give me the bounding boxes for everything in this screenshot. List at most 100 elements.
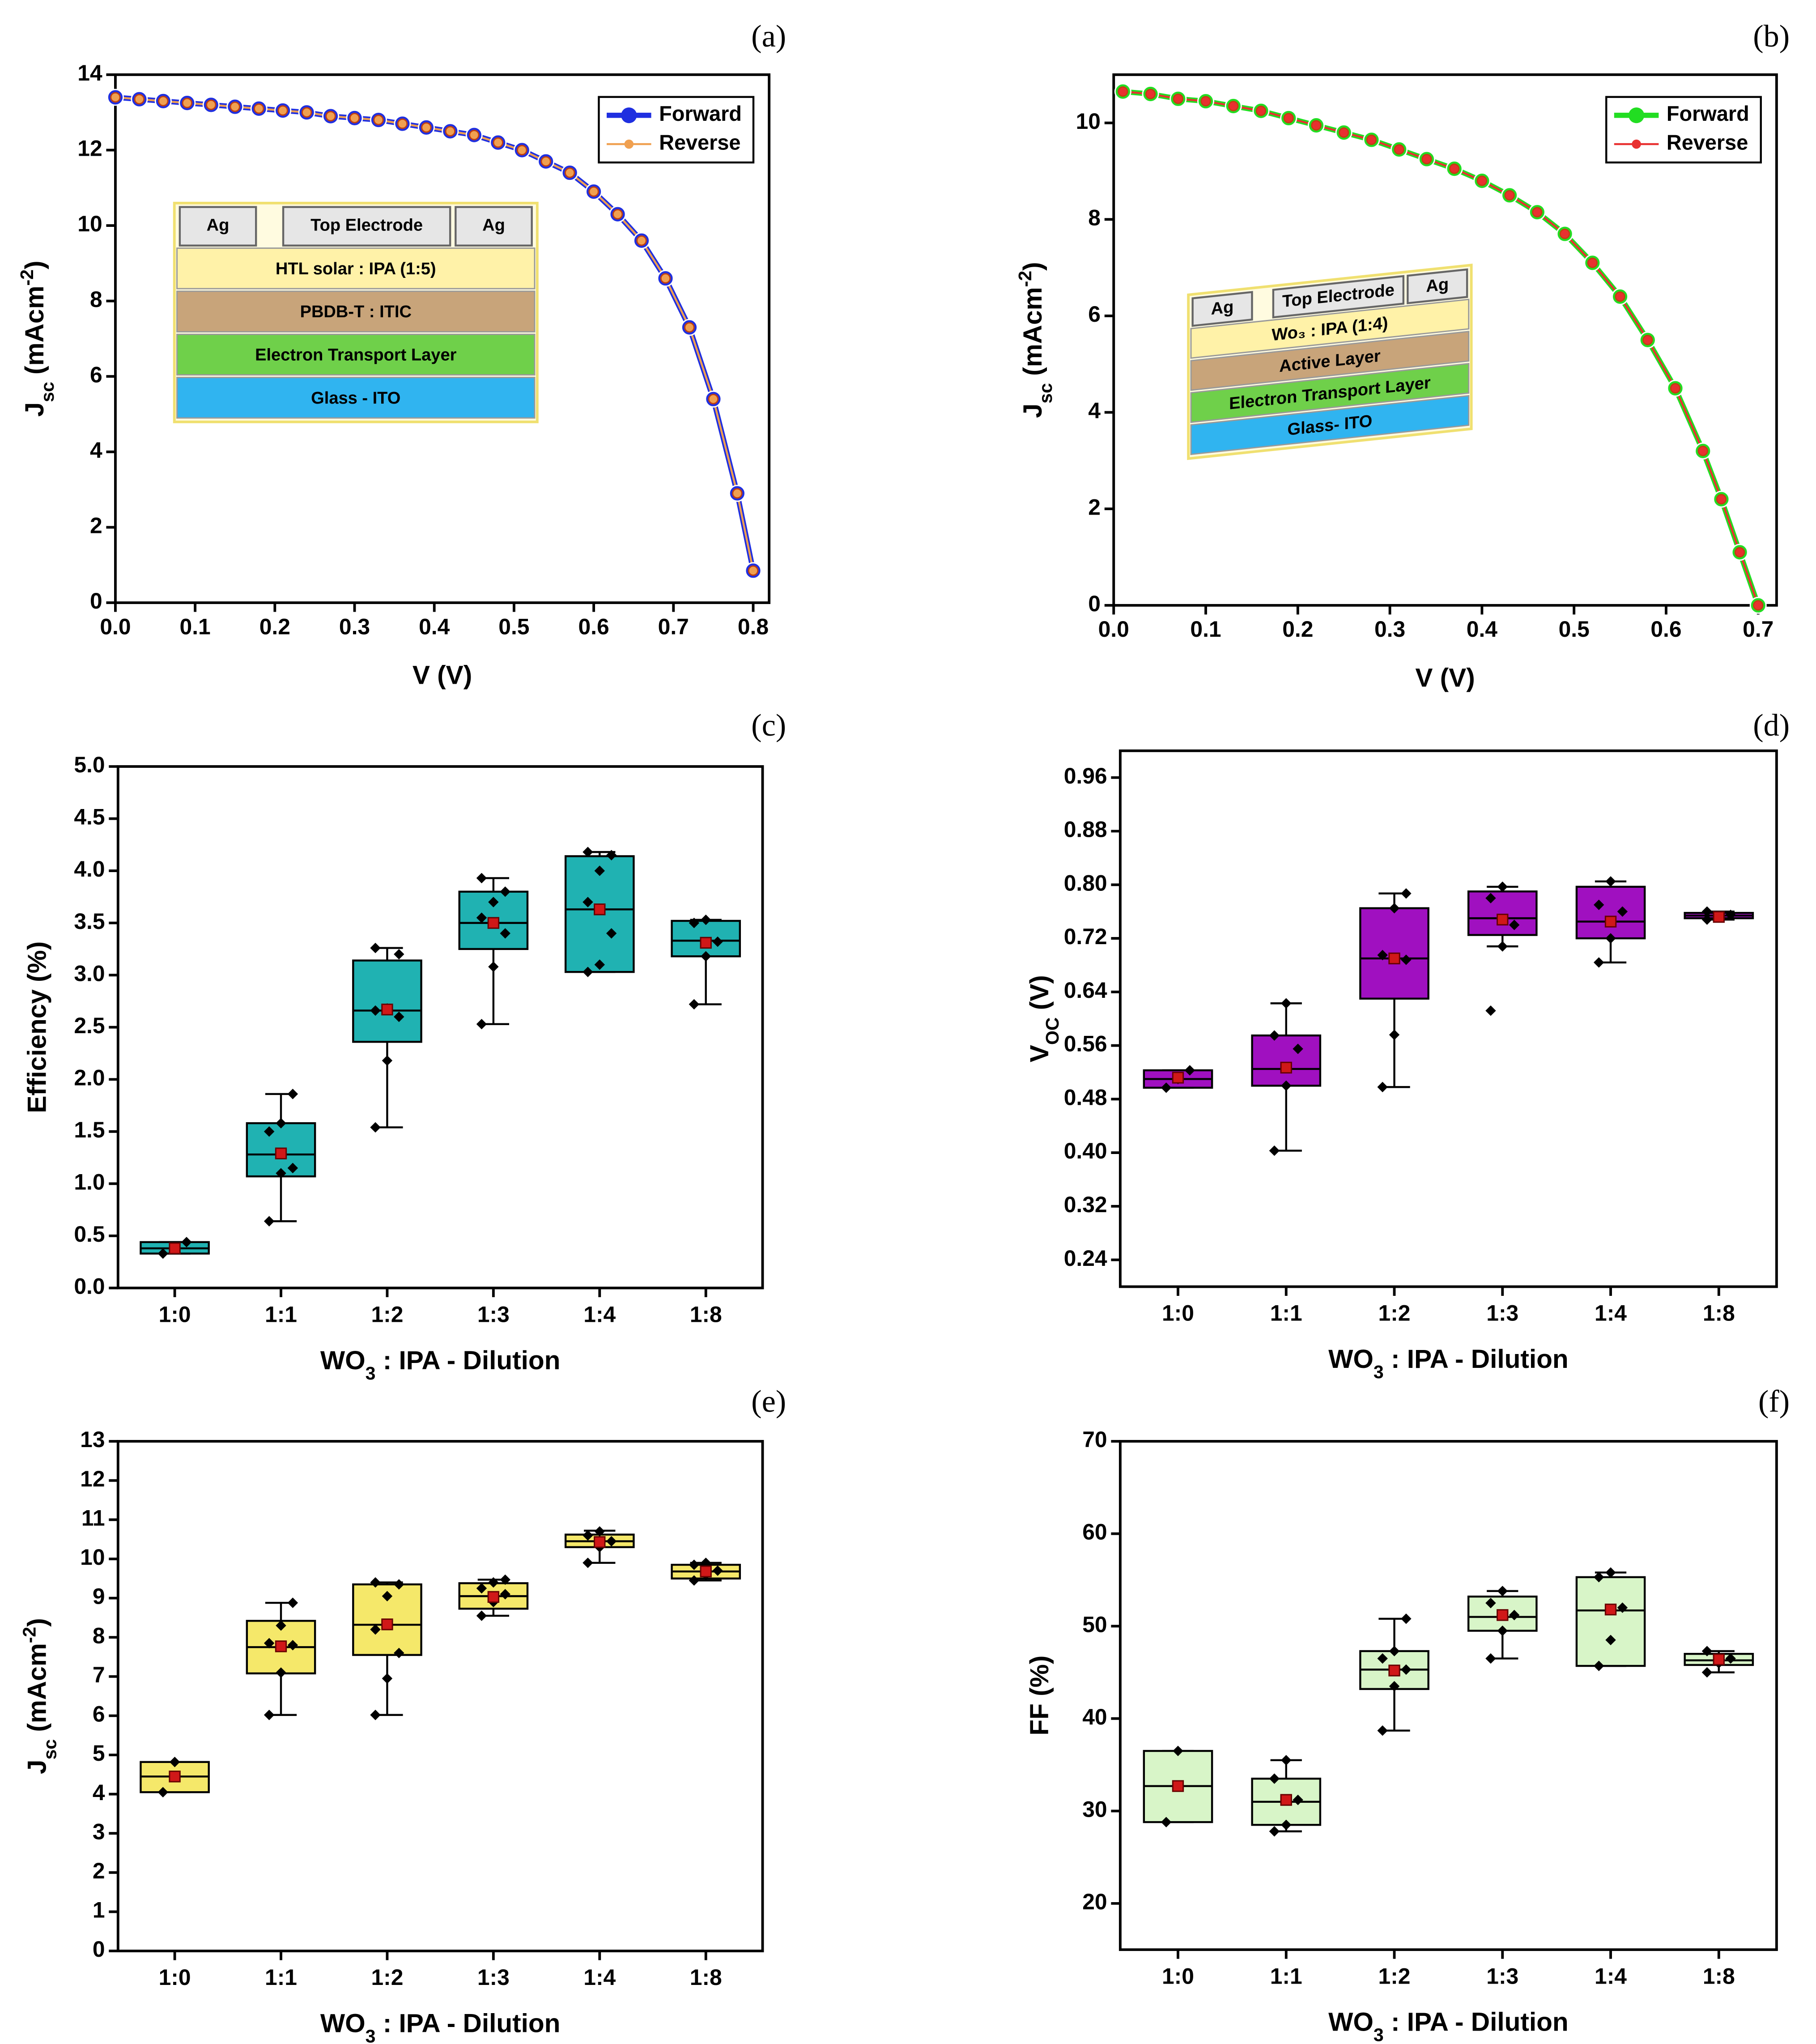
legend-label: Forward: [659, 102, 742, 125]
y-tick-label: 7: [93, 1662, 105, 1687]
x-tick-label: 1:2: [371, 1302, 403, 1327]
data-point: [157, 1787, 168, 1797]
marker: [1118, 86, 1128, 97]
marker: [1476, 175, 1488, 186]
y-axis-label-part: V: [1025, 1045, 1054, 1062]
box: [1467, 890, 1538, 936]
y-tick-label: 0.48: [1064, 1085, 1107, 1110]
layer-label: Electron Transport Layer: [255, 345, 457, 364]
data-point: [370, 1122, 381, 1133]
data-point: [712, 1565, 723, 1576]
mean: [169, 1242, 181, 1255]
plot-frame: [116, 1440, 764, 1953]
y-tick-label: 3.5: [74, 909, 105, 934]
marker: [1366, 134, 1377, 145]
y-tick-label: 13: [80, 1427, 105, 1452]
marker: [1338, 127, 1349, 138]
y-tick-label: 6: [90, 362, 102, 387]
x-axis-label-part: V (V): [1415, 663, 1475, 692]
x-tick-label: 1:2: [371, 1965, 403, 1990]
y-axis-label-part: J: [1018, 404, 1047, 418]
x-tick-label: 1:4: [583, 1965, 616, 1990]
y-tick-label: 0.96: [1064, 763, 1107, 788]
layer-label: PBDB-T : ITIC: [300, 302, 412, 321]
layer: [176, 290, 536, 332]
electrode: [1272, 275, 1405, 319]
marker: [230, 101, 240, 112]
x-tick-label: 0.0: [1098, 617, 1129, 642]
x-tick-label: 0.2: [1282, 617, 1313, 642]
data-point: [594, 865, 605, 876]
x-tick-label: 1:8: [690, 1965, 722, 1990]
data-point: [264, 1126, 275, 1137]
data-point: [1377, 1082, 1388, 1093]
x-tick-label: 1:1: [265, 1965, 297, 1990]
y-tick-label: 6: [93, 1702, 105, 1727]
data-point: [1497, 881, 1508, 892]
y-tick-label: 8: [90, 287, 102, 312]
marker: [134, 94, 145, 105]
marker: [1587, 257, 1598, 268]
x-axis-label: WO3 : IPA - Dilution: [1328, 2008, 1569, 2044]
electrode-label: Top Electrode: [310, 216, 423, 235]
y-axis-label: Efficiency (%): [23, 941, 52, 1113]
mean: [275, 1640, 287, 1652]
mean: [594, 1536, 606, 1548]
electrode: [179, 206, 257, 247]
data-point: [1269, 1773, 1280, 1784]
data-point: [500, 886, 510, 897]
data-point: [1389, 1646, 1400, 1656]
x-tick-label: 1:0: [1162, 1963, 1194, 1989]
marker: [636, 235, 647, 246]
series-line: [115, 96, 754, 571]
x-axis-label-part: WO: [1328, 1345, 1374, 1374]
x-axis-label: WO3 : IPA - Dilution: [320, 1346, 561, 1384]
data-point: [1377, 950, 1388, 961]
x-tick-label: 0.5: [1559, 617, 1590, 642]
data-point: [394, 1648, 404, 1658]
data-point: [1509, 920, 1520, 930]
y-tick-label: 0.80: [1064, 870, 1107, 895]
data-point: [1617, 906, 1628, 917]
marker: [110, 92, 121, 103]
x-tick-label: 1:0: [159, 1965, 191, 1990]
marker: [1615, 291, 1625, 302]
panel: (d) 0.24 0.32 0.40 0.48 0.56 0.64 0.72 0.80 0.88 0…: [1025, 708, 1790, 1382]
y-axis-label-part: FF (%): [1025, 1656, 1054, 1736]
x-axis-label: WO3 : IPA - Dilution: [1328, 1345, 1569, 1382]
panel-label: (a): [751, 19, 786, 54]
mean: [1713, 911, 1725, 923]
y-axis-label-part: Efficiency (%): [23, 941, 52, 1113]
data-point: [382, 1591, 393, 1601]
data-point: [264, 1709, 275, 1720]
marker: [1311, 120, 1322, 131]
x-tick-label: 1:1: [1270, 1301, 1302, 1326]
data-point: [394, 949, 404, 960]
y-tick-label: 11: [81, 1505, 105, 1530]
electrode-label: Ag: [207, 216, 230, 235]
data-point: [1593, 957, 1604, 968]
data-point: [594, 959, 605, 970]
data-point: [276, 1168, 286, 1179]
panel: (b) 0 2 4 6 8 10 Jsc (mAcm-2) V (V) 0.0 0.1 0.2 0.3 0…: [1015, 19, 1790, 692]
y-tick-label: 0.56: [1064, 1031, 1107, 1056]
data-point: [1401, 888, 1412, 899]
marker: [1697, 446, 1708, 456]
data-point: [382, 1673, 393, 1684]
marker: [1283, 113, 1294, 123]
data-point: [1389, 903, 1400, 914]
layer: [176, 377, 536, 419]
x-tick-label: 1:8: [690, 1302, 722, 1327]
data-point: [606, 928, 617, 939]
data-point: [1377, 1653, 1388, 1664]
data-point: [1389, 1681, 1400, 1692]
mean: [1280, 1794, 1292, 1806]
y-axis-label-part: OC: [1042, 1018, 1063, 1045]
data-point: [1605, 876, 1616, 887]
x-tick-label: 1:3: [477, 1965, 510, 1990]
electrode: [1407, 268, 1468, 305]
marker: [1642, 335, 1653, 345]
x-axis-label-part: : IPA - Dilution: [375, 1346, 560, 1375]
data-point: [1605, 1635, 1616, 1645]
